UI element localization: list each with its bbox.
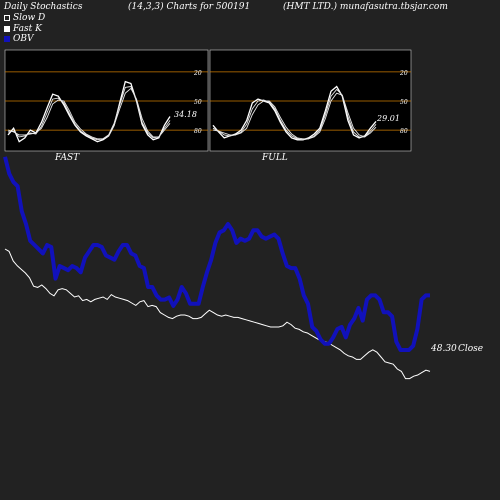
chart-title-right: (HMT LTD.) munafasutra.tbsjar.com [283,2,448,12]
fast-fast-k-line-0 [7,80,171,143]
full-slow-d-line-1 [212,88,377,141]
tick-label-50: 50 [194,99,202,106]
tick-label-50: 50 [400,99,408,106]
legend-item-slow-d: Slow D [4,13,45,23]
tick-label-80: 20 [399,70,408,77]
close-value-label: 48.30 [430,344,457,354]
full-fast-k-line-0 [212,85,377,141]
fast-value-label: 34.18 [174,110,197,119]
chart-title-left: Daily Stochastics [4,2,83,12]
price-line [4,248,431,380]
legend-label: Fast K [13,24,42,34]
legend-label: OBV [13,34,34,44]
legend-item-fast-k: Fast K [4,24,42,34]
panel-full [209,49,412,152]
fast-slow-d-line-1 [7,85,171,141]
panel-label-fast: FAST [54,153,80,163]
tick-label-20: 80 [400,128,408,135]
legend-item-obv: OBV [4,34,34,44]
obv-swatch [4,36,10,42]
slow-d-swatch [4,15,10,21]
chart-title-middle: (14,3,3) Charts for 500191 [128,2,251,12]
full-slow-d-line-2 [212,92,377,140]
obv-line [3,156,430,352]
fast-k-swatch [4,26,10,32]
full-value-label: 29.01 [376,114,400,123]
fast-slow-d-line-2 [7,87,171,140]
panel-label-full: FULL [261,153,288,163]
legend-label: Slow D [13,13,46,23]
close-word-label: Close [458,344,483,354]
panel-fast [4,49,209,152]
tick-label-80: 20 [193,70,202,77]
tick-label-20: 80 [194,128,202,135]
